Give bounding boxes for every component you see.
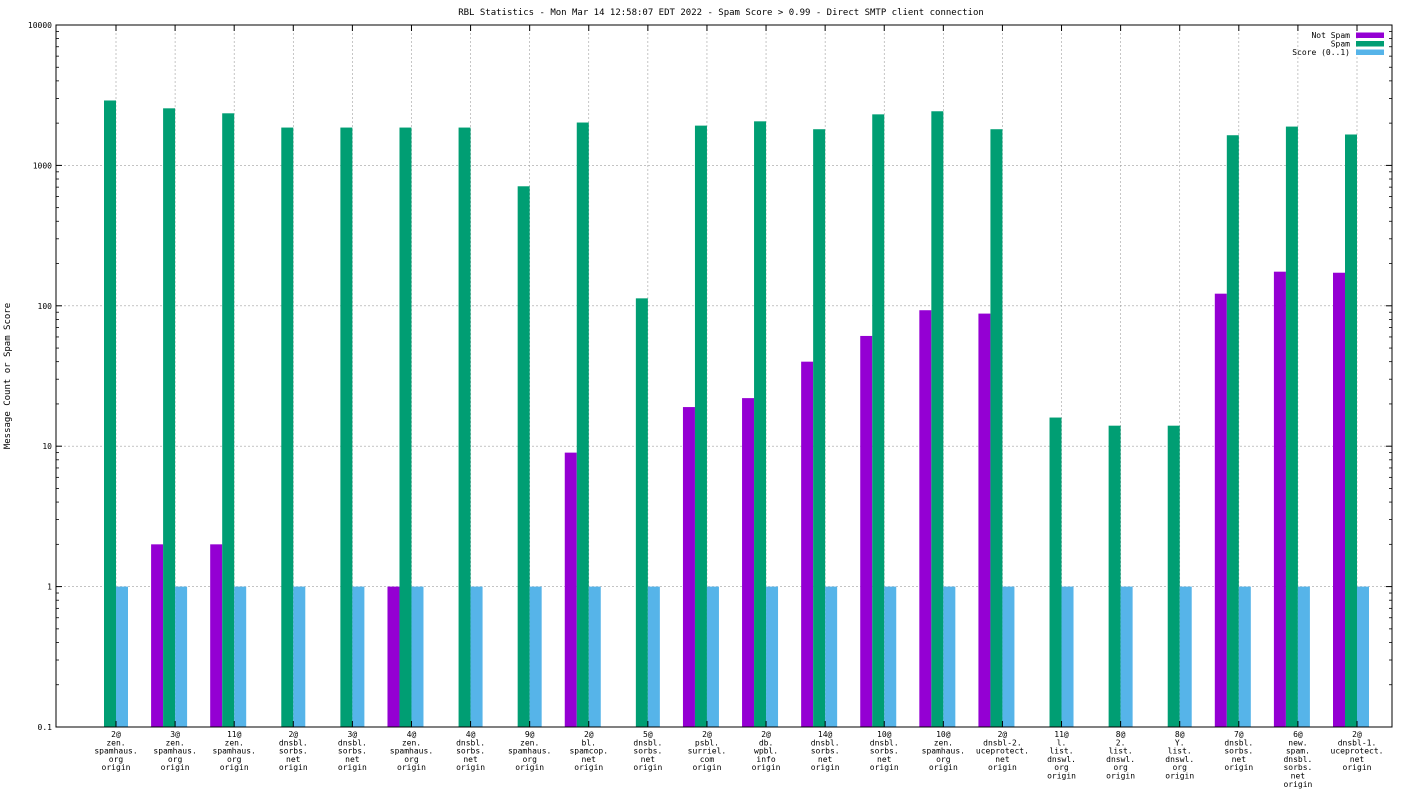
x-tick-label: 8@ Y. list. dnswl. org origin (1165, 730, 1194, 781)
legend-label: Score (0..1) (1292, 48, 1350, 57)
y-tick-label: 10 (42, 442, 52, 451)
bar-spam (1108, 425, 1121, 727)
x-tick-label: 4@ dnsbl. sorbs. net origin (456, 730, 485, 772)
y-tick-label: 100 (38, 302, 53, 311)
bar-score-0-1 (175, 586, 188, 727)
bar-spam (872, 114, 885, 727)
y-tick-label: 1 (47, 583, 52, 592)
legend-label: Not Spam (1311, 31, 1350, 40)
x-tick-label: 10@ dnsbl. sorbs. net origin (870, 730, 899, 772)
bar-spam (1049, 417, 1062, 727)
x-tick-label: 9@ zen. spamhaus. org origin (508, 730, 551, 772)
bar-spam (990, 129, 1003, 727)
bars (104, 100, 1369, 728)
bar-not-spam (1333, 272, 1345, 727)
x-tick-label: 2@ db. wpbl. info origin (752, 730, 781, 772)
chart-title: RBL Statistics - Mon Mar 14 12:58:07 EDT… (458, 8, 984, 18)
bar-score-0-1 (529, 586, 542, 727)
bar-score-0-1 (1179, 586, 1192, 727)
x-tick-label: 2@ dnsbl-1. uceprotect. net origin (1331, 730, 1384, 772)
bar-spam (222, 113, 235, 728)
x-tick-label: 2@ dnsbl-2. uceprotect. net origin (976, 730, 1029, 772)
bar-not-spam (210, 544, 223, 727)
bar-score-0-1 (706, 586, 719, 727)
bar-score-0-1 (825, 586, 838, 727)
legend-swatch (1356, 41, 1384, 47)
bar-score-0-1 (1357, 586, 1369, 727)
x-tick-label: 5@ dnsbl. sorbs. net origin (633, 730, 662, 772)
bar-score-0-1 (1297, 586, 1310, 727)
bar-score-0-1 (352, 586, 365, 727)
bar-spam (813, 129, 826, 727)
x-tick-label: 14@ dnsbl. sorbs. net origin (811, 730, 840, 772)
x-tick-label: 8@ 2. list. dnswl. org origin (1106, 730, 1135, 781)
x-tick-label: 4@ zen. spamhaus. org origin (390, 730, 433, 772)
bar-spam (1226, 135, 1239, 728)
bar-not-spam (387, 586, 400, 727)
bar-spam (104, 100, 116, 728)
y-tick-label: 1000 (33, 161, 52, 170)
bar-score-0-1 (647, 586, 660, 727)
x-tick-label: 2@ bl. spamcop. net origin (569, 730, 608, 772)
x-tick-label: 6@ new. spam. dnsbl. sorbs. net origin (1283, 730, 1312, 789)
y-tick-label: 0.1 (38, 723, 53, 732)
axes: 0.1 1 10 100 1000 10000 (28, 21, 1393, 732)
legend-swatch (1356, 49, 1384, 55)
bar-score-0-1 (116, 586, 128, 727)
bar-score-0-1 (884, 586, 897, 727)
bar-score-0-1 (943, 586, 956, 727)
bar-not-spam (801, 361, 814, 727)
y-axis-label: Message Count or Spam Score (3, 303, 13, 449)
bar-spam (399, 127, 412, 728)
plot-border (55, 24, 1393, 728)
bar-spam (340, 127, 353, 728)
x-tick-labels: 2@ zen. spamhaus. org origin 3@ zen. spamhaus. o… (94, 730, 1383, 789)
bar-not-spam (742, 398, 755, 727)
x-tick-label: 3@ zen. spamhaus. org origin (153, 730, 196, 772)
bar-score-0-1 (293, 586, 306, 727)
bar-spam (931, 111, 944, 728)
bar-not-spam (682, 407, 695, 727)
bar-not-spam (919, 310, 932, 727)
bar-not-spam (151, 544, 164, 727)
bar-spam (517, 186, 530, 727)
bar-not-spam (860, 335, 873, 727)
bar-score-0-1 (588, 586, 601, 727)
legend-label: Spam (1331, 40, 1350, 49)
bar-spam (458, 127, 471, 728)
bar-spam (281, 127, 294, 728)
bar-score-0-1 (234, 586, 247, 727)
bar-spam (1345, 134, 1357, 727)
bar-spam (576, 122, 589, 727)
bar-score-0-1 (470, 586, 483, 727)
x-tick-label: 2@ psbl. surriel. com origin (688, 730, 727, 772)
bar-score-0-1 (766, 586, 779, 727)
y-tick-label: 10000 (28, 21, 52, 30)
bar-score-0-1 (1120, 586, 1133, 727)
bar-not-spam (564, 452, 577, 727)
bar-score-0-1 (411, 586, 424, 727)
bar-spam (635, 298, 648, 727)
x-tick-label: 11@ l. list. dnswl. org origin (1047, 730, 1076, 781)
legend-swatch (1356, 32, 1384, 38)
bar-score-0-1 (1061, 586, 1074, 727)
x-tick-label: 3@ dnsbl. sorbs. net origin (338, 730, 367, 772)
bar-spam (1167, 425, 1180, 727)
bar-not-spam (1273, 271, 1286, 727)
bar-score-0-1 (1238, 586, 1251, 727)
bar-score-0-1 (1002, 586, 1015, 727)
bar-spam (163, 108, 176, 727)
x-tick-label: 10@ zen. spamhaus. org origin (922, 730, 965, 772)
bar-not-spam (1214, 293, 1227, 727)
x-tick-label: 7@ dnsbl. sorbs. net origin (1224, 730, 1253, 772)
bar-spam (754, 121, 767, 727)
x-tick-label: 11@ zen. spamhaus. org origin (213, 730, 256, 772)
bar-not-spam (978, 313, 991, 727)
bar-spam (694, 125, 707, 727)
x-tick-label: 2@ dnsbl. sorbs. net origin (279, 730, 308, 772)
bar-spam (1285, 126, 1298, 727)
x-tick-label: 2@ zen. spamhaus. org origin (94, 730, 137, 772)
